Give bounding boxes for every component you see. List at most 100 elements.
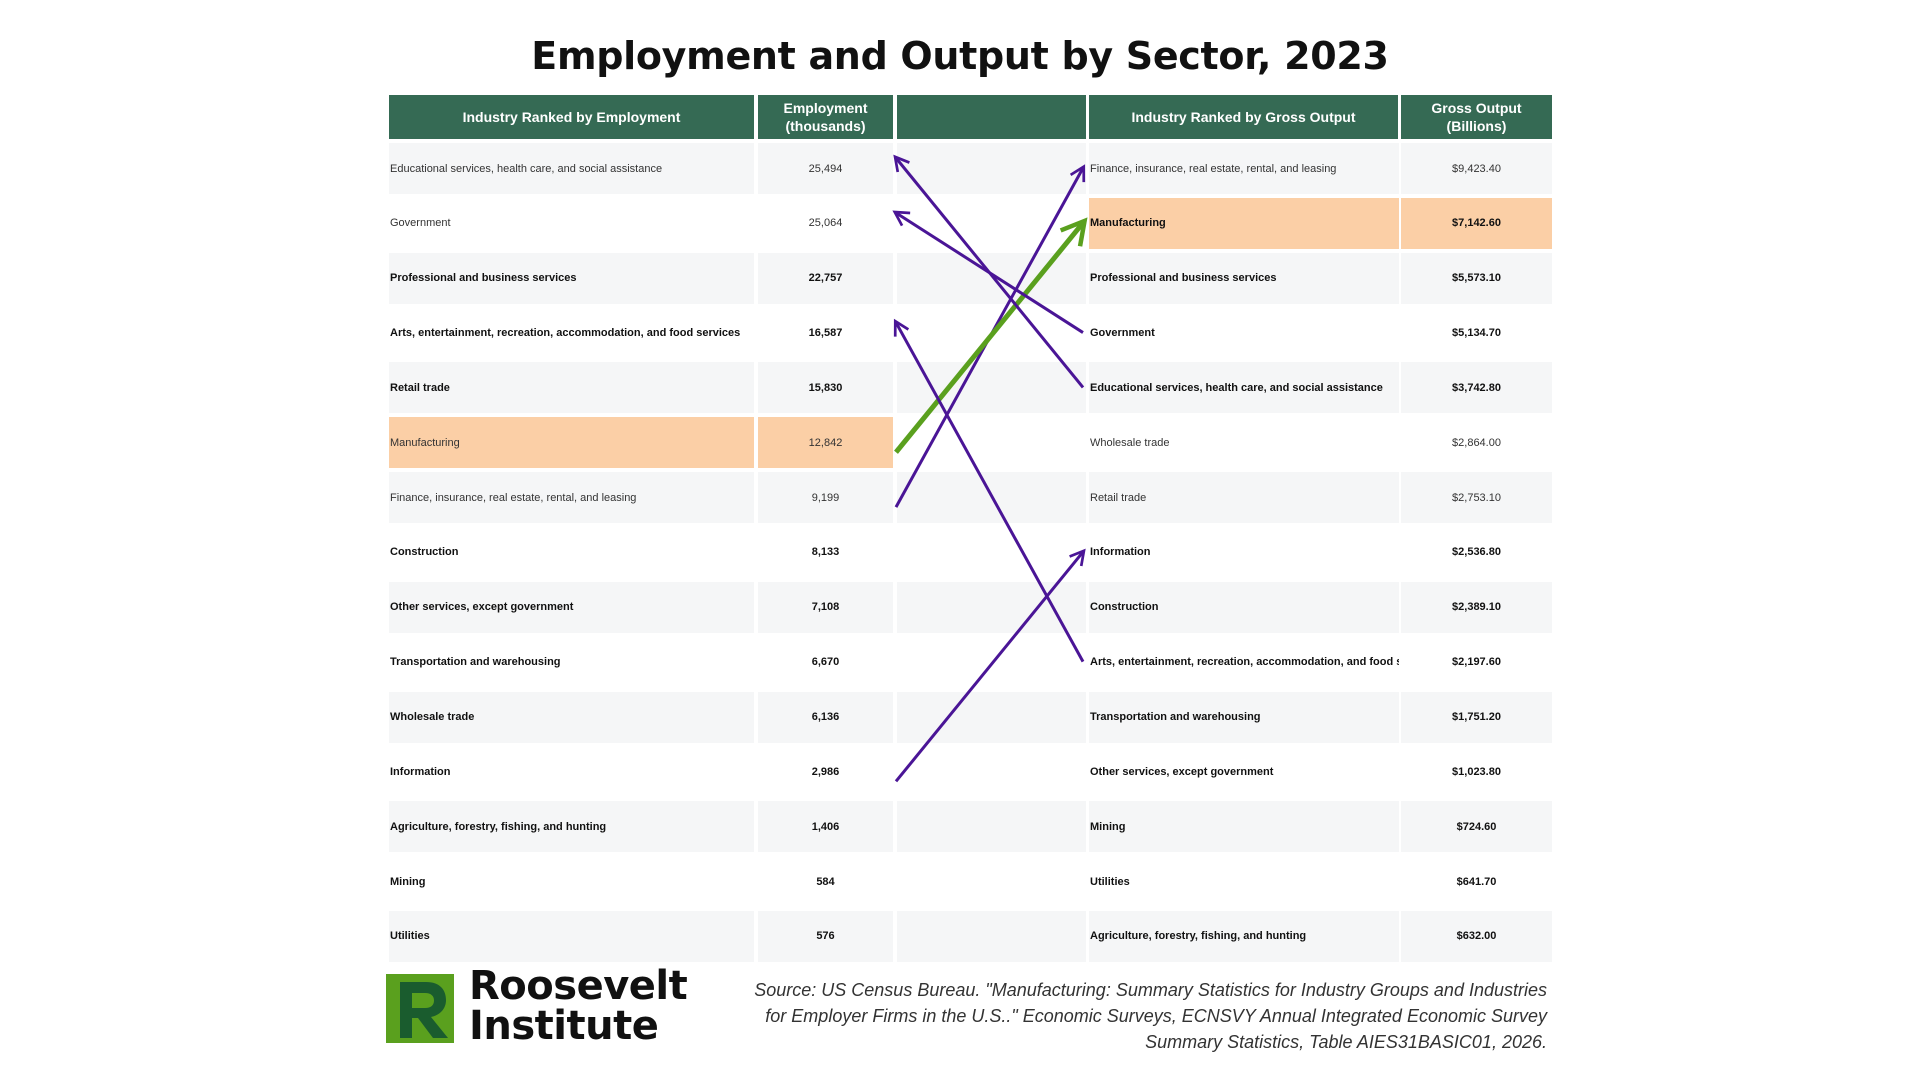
- table-row: Construction 8,133 Information $2,536.80: [0, 527, 1920, 582]
- left-industry-cell: Mining: [390, 875, 426, 888]
- employment-cell: 584: [816, 875, 835, 888]
- employment-header: Employment (thousands): [758, 95, 893, 139]
- gross-output-cell: $9,423.40: [1401, 143, 1552, 194]
- spacer-cell: [897, 362, 1086, 414]
- rank-change-arrow: [894, 548, 1086, 783]
- gross-output-header-line1: Gross Output: [1431, 100, 1522, 116]
- table-row: Retail trade 15,830 Educational services, …: [0, 362, 1920, 417]
- employment-cell: 2,986: [811, 765, 840, 778]
- rank-change-arrow: [894, 217, 1088, 454]
- left-industry-cell: Agriculture, forestry, fishing, and hunt…: [389, 801, 754, 853]
- employment-cell: 22,757: [758, 252, 893, 304]
- gross-output-header: Gross Output (Billions): [1401, 95, 1552, 139]
- spacer-cell: [897, 691, 1086, 743]
- employment-cell: 16,587: [808, 327, 843, 340]
- employment-cell: 12,842: [758, 417, 893, 469]
- right-industry-cell: Mining: [1089, 801, 1399, 853]
- left-industry-cell: Professional and business services: [389, 252, 754, 304]
- left-industry-cell: Transportation and warehousing: [390, 656, 561, 669]
- employment-cell: 7,108: [758, 581, 893, 633]
- left-industry-cell: Construction: [390, 546, 459, 559]
- table-row: Transportation and warehousing 6,670 Arts,…: [0, 637, 1920, 692]
- spacer-cell: [897, 801, 1086, 853]
- left-industry-cell: Government: [390, 217, 451, 230]
- left-industry-cell: Other services, except government: [389, 581, 754, 633]
- table-row: Information 2,986 Other services, except g…: [0, 746, 1920, 801]
- employment-cell: 6,136: [758, 691, 893, 743]
- employment-cell: 6,670: [811, 656, 840, 669]
- right-industry-cell: Information: [1090, 546, 1151, 559]
- logo-line2: Institute: [469, 1003, 659, 1049]
- left-industry-cell: Educational services, health care, and s…: [389, 143, 754, 194]
- source-line1: Source: US Census Bureau. "Manufacturing…: [754, 980, 1547, 1000]
- gross-output-cell: $2,753.10: [1401, 472, 1552, 524]
- left-industry-cell: Information: [390, 765, 451, 778]
- employment-cell: 8,133: [811, 546, 840, 559]
- source-note: Source: US Census Bureau. "Manufacturing…: [727, 977, 1547, 1055]
- gross-output-header-line2: (Billions): [1446, 118, 1507, 134]
- gross-output-cell: $1,023.80: [1452, 765, 1501, 778]
- right-industry-cell: Transportation and warehousing: [1089, 691, 1399, 743]
- left-industry-cell: Finance, insurance, real estate, rental,…: [389, 472, 754, 524]
- gross-output-cell: $5,573.10: [1401, 252, 1552, 304]
- left-industry-header-label: Industry Ranked by Employment: [462, 109, 681, 125]
- right-industry-cell: Agriculture, forestry, fishing, and hunt…: [1089, 910, 1399, 962]
- gross-output-cell: $7,142.60: [1401, 197, 1552, 249]
- spacer-cell: [897, 910, 1086, 962]
- employment-cell: 25,494: [758, 143, 893, 194]
- left-industry-cell: Arts, entertainment, recreation, accommo…: [390, 327, 741, 340]
- table-row: Manufacturing 12,842 Wholesale trade $2,864…: [0, 417, 1920, 472]
- employment-cell: 576: [758, 910, 893, 962]
- chart-title: Employment and Output by Sector, 2023: [531, 34, 1389, 78]
- table-row: Agriculture, forestry, fishing, and hunt…: [0, 801, 1920, 856]
- right-industry-cell: Retail trade: [1089, 472, 1399, 524]
- gross-output-cell: $2,197.60: [1452, 656, 1501, 669]
- right-industry-cell: Finance, insurance, real estate, rental,…: [1089, 143, 1399, 194]
- gross-output-cell: $641.70: [1456, 875, 1497, 888]
- gross-output-cell: $5,134.70: [1452, 327, 1501, 340]
- right-industry-cell: Construction: [1089, 581, 1399, 633]
- table-row: Government 25,064 Manufacturing $7,142.60: [0, 197, 1920, 253]
- source-line2: for Employer Firms in the U.S.." Economi…: [765, 1006, 1547, 1026]
- left-industry-header: Industry Ranked by Employment: [389, 95, 754, 139]
- source-line3: Summary Statistics, Table AIES31BASIC01,…: [1145, 1032, 1547, 1052]
- employment-header-line1: Employment: [783, 100, 868, 116]
- right-industry-cell: Professional and business services: [1089, 252, 1399, 304]
- middle-header-spacer: [897, 95, 1086, 139]
- gross-output-cell: $724.60: [1401, 801, 1552, 853]
- roosevelt-logo-icon: [386, 974, 454, 1043]
- gross-output-cell: $632.00: [1401, 910, 1552, 962]
- spacer-cell: [897, 143, 1086, 194]
- right-industry-cell: Other services, except government: [1090, 765, 1274, 778]
- left-industry-cell: Retail trade: [389, 362, 754, 414]
- right-industry-cell: Arts, entertainment, recreation, accommo…: [1090, 656, 1399, 669]
- left-industry-cell: Manufacturing: [389, 417, 754, 469]
- table-row: Educational services, health care, and s…: [0, 143, 1920, 198]
- roosevelt-logo-text: Roosevelt Institute: [469, 963, 688, 1049]
- right-industry-cell: Manufacturing: [1089, 197, 1399, 249]
- right-industry-header: Industry Ranked by Gross Output: [1089, 95, 1398, 139]
- right-industry-cell: Educational services, health care, and s…: [1089, 362, 1399, 414]
- table-row: Utilities 576 Agriculture, forestry, fishi…: [0, 910, 1920, 966]
- gross-output-cell: $1,751.20: [1401, 691, 1552, 743]
- gross-output-cell: $2,536.80: [1452, 546, 1501, 559]
- table-row: Professional and business services 22,757…: [0, 252, 1920, 308]
- gross-output-cell: $3,742.80: [1401, 362, 1552, 414]
- employment-header-line2: (thousands): [785, 118, 866, 134]
- table-row: Wholesale trade 6,136 Transportation and w…: [0, 691, 1920, 747]
- right-industry-header-label: Industry Ranked by Gross Output: [1131, 109, 1356, 125]
- rank-change-arrow: [893, 154, 1085, 389]
- logo-line1: Roosevelt: [469, 963, 688, 1009]
- employment-cell: 1,406: [758, 801, 893, 853]
- left-industry-cell: Wholesale trade: [389, 691, 754, 743]
- table-row: Mining 584 Utilities $641.70: [0, 856, 1920, 911]
- right-industry-cell: Utilities: [1090, 875, 1130, 888]
- employment-cell: 25,064: [808, 217, 843, 230]
- left-industry-cell: Utilities: [389, 910, 754, 962]
- rank-change-arrow: [893, 318, 1085, 663]
- right-industry-cell: Wholesale trade: [1090, 436, 1170, 449]
- gross-output-cell: $2,389.10: [1401, 581, 1552, 633]
- employment-cell: 9,199: [758, 472, 893, 524]
- table-row: Arts, entertainment, recreation, accommo…: [0, 308, 1920, 363]
